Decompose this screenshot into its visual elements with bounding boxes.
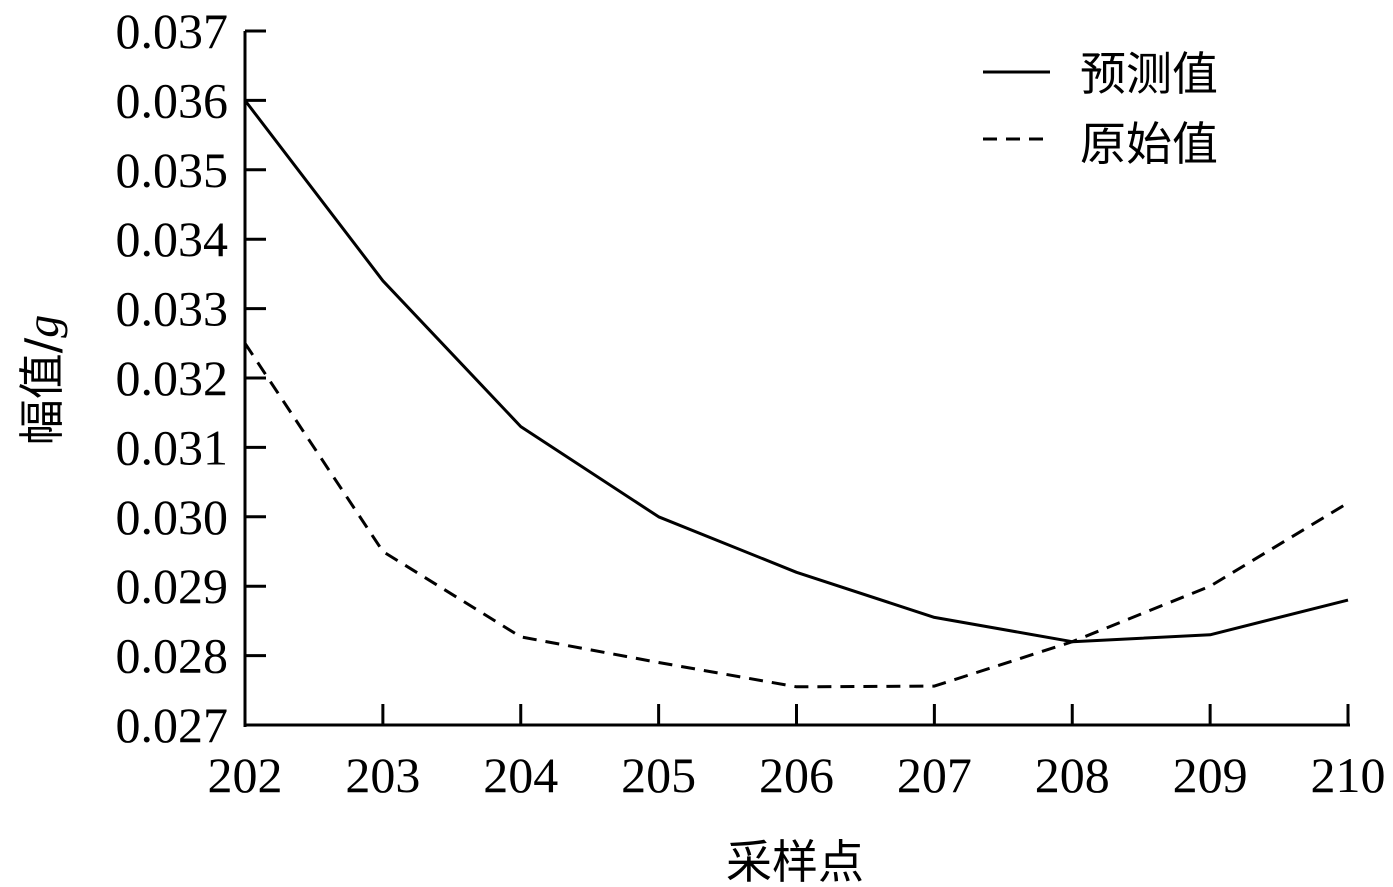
plot-series xyxy=(243,99,1349,689)
x-tick-label: 208 xyxy=(1035,747,1110,803)
x-axis-ticks: 202 203 204 205 206 207 208 209 210 xyxy=(208,704,1386,803)
y-axis-title-text: 幅值/ xyxy=(15,337,69,445)
y-tick-label: 0.027 xyxy=(116,697,229,753)
y-tick-label: 0.034 xyxy=(116,211,229,267)
y-tick-label: 0.035 xyxy=(116,142,229,198)
x-tick-label: 209 xyxy=(1173,747,1248,803)
legend: 预测值 原始值 xyxy=(983,47,1218,171)
x-axis-title: 采样点 xyxy=(726,835,864,887)
y-tick-label: 0.036 xyxy=(116,72,229,128)
y-axis-ticks: 0.027 0.028 0.029 0.030 0.031 0.032 0.033 0.034… xyxy=(116,3,266,753)
y-axis-title: 幅值/g xyxy=(15,315,69,446)
x-tick-label: 203 xyxy=(345,747,420,803)
y-axis-title-unit: g xyxy=(17,315,68,338)
x-tick-label: 204 xyxy=(483,747,558,803)
x-tick-label: 210 xyxy=(1311,747,1386,803)
series-predicted-line xyxy=(243,99,1349,644)
x-tick-label: 207 xyxy=(897,747,972,803)
y-tick-label: 0.030 xyxy=(116,489,229,545)
series-original-line xyxy=(243,342,1349,689)
y-tick-label: 0.032 xyxy=(116,350,229,406)
y-tick-label: 0.028 xyxy=(116,628,229,684)
svg-text:幅值/g: 幅值/g xyxy=(15,315,69,446)
y-tick-label: 0.029 xyxy=(116,558,229,614)
x-tick-label: 205 xyxy=(621,747,696,803)
x-tick-label: 202 xyxy=(208,747,283,803)
x-tick-label: 206 xyxy=(759,747,834,803)
legend-label-original: 原始值 xyxy=(1080,117,1218,171)
legend-label-predicted: 预测值 xyxy=(1080,47,1218,101)
y-tick-label: 0.031 xyxy=(116,419,229,475)
y-tick-label: 0.037 xyxy=(116,3,229,59)
y-tick-label: 0.033 xyxy=(116,281,229,337)
